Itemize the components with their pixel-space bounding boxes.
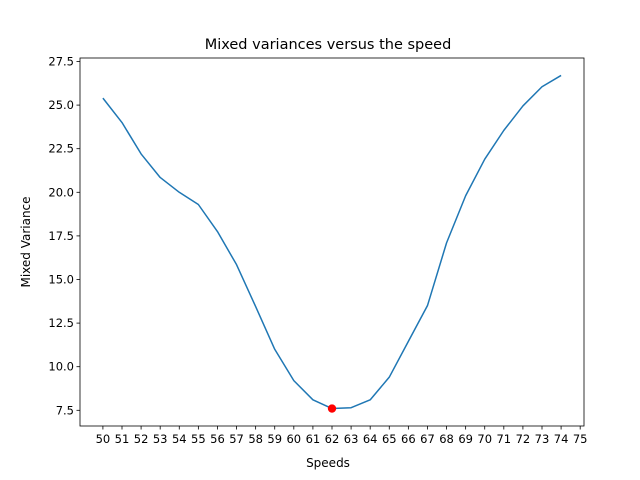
y-tick-label: 12.5 [48, 316, 74, 330]
y-tick-label: 10.0 [48, 360, 74, 374]
x-tick-label: 55 [191, 432, 206, 446]
x-tick-label: 54 [172, 432, 187, 446]
x-tick-label: 71 [496, 432, 511, 446]
minimum-point-marker [327, 404, 337, 413]
x-tick-label: 58 [248, 432, 263, 446]
x-tick-label: 72 [516, 432, 531, 446]
x-tick-label: 57 [229, 432, 244, 446]
chart-title: Mixed variances versus the speed [205, 37, 452, 53]
x-tick-label: 73 [535, 432, 550, 446]
x-tick-label: 53 [153, 432, 168, 446]
x-tick-label: 69 [458, 432, 473, 446]
x-tick-label: 65 [382, 432, 397, 446]
y-tick-label: 27.5 [48, 54, 74, 68]
plot-area: 50 51 52 53 54 55 56 57 58 59 60 61 62 63 64 65 66 67 68 69… [48, 54, 587, 446]
x-tick-label: 51 [115, 432, 130, 446]
x-axis-label: Speeds [306, 456, 350, 470]
x-tick-label: 59 [267, 432, 282, 446]
x-tick-label: 62 [325, 432, 340, 446]
x-tick-label: 61 [306, 432, 321, 446]
y-tick-label: 15.0 [48, 272, 74, 286]
x-tick-label: 56 [210, 432, 225, 446]
x-tick-label: 52 [134, 432, 149, 446]
x-tick-label: 75 [573, 432, 588, 446]
x-tick-label: 60 [286, 432, 301, 446]
y-tick-label: 17.5 [48, 229, 74, 243]
y-axis-label: Mixed Variance [19, 196, 33, 287]
y-tick-label: 25.0 [48, 98, 74, 112]
series-line [102, 74, 562, 410]
y-tick-label: 22.5 [48, 142, 74, 156]
plot-frame [79, 57, 585, 427]
x-tick-label: 63 [344, 432, 359, 446]
x-tick-label: 68 [439, 432, 454, 446]
y-tick-label: 20.0 [48, 185, 74, 199]
x-tick-label: 66 [401, 432, 416, 446]
y-tick-label: 7.5 [56, 403, 74, 417]
x-tick-label: 70 [477, 432, 492, 446]
x-tick-label: 50 [96, 432, 111, 446]
x-tick-label: 64 [363, 432, 378, 446]
x-tick-label: 67 [420, 432, 435, 446]
x-tick-label: 74 [554, 432, 569, 446]
